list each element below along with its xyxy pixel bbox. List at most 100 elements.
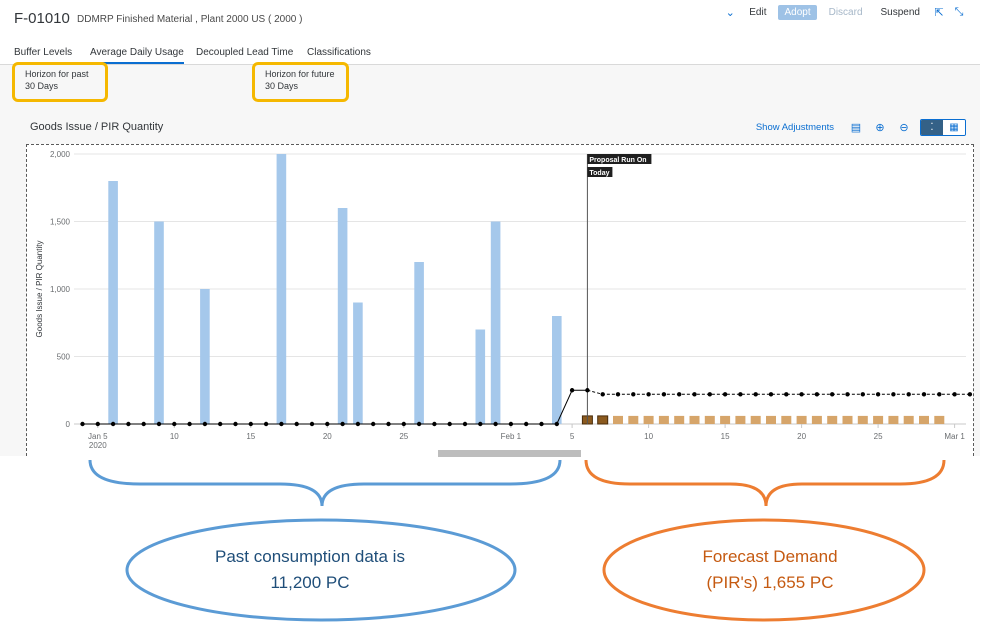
past-consumption-line2: 11,200 PC <box>270 573 350 592</box>
pir-bar <box>643 415 654 424</box>
adu-point <box>248 421 253 427</box>
exit-fullscreen-icon[interactable]: ⤡ <box>954 5 964 18</box>
forecast-demand-note: Forecast Demand (PIR's) 1,655 PC <box>620 544 920 596</box>
past-horizon-highlight <box>12 62 108 102</box>
edit-button[interactable]: Edit <box>749 6 767 18</box>
adu-point <box>554 421 559 427</box>
tab-bar: Buffer Levels Average Daily Usage Decoup… <box>0 40 980 65</box>
header-actions: ⌄ Edit Adopt Discard Suspend ⇱ ⤡ <box>723 4 966 20</box>
past-consumption-note: Past consumption data is 11,200 PC <box>160 544 460 596</box>
chart-title: Goods Issue / PIR Quantity <box>30 121 164 133</box>
pir-bar <box>796 415 807 424</box>
table-view-icon[interactable]: ▦ <box>943 119 965 135</box>
x-tick-label: 15 <box>721 432 730 441</box>
adu-point <box>814 392 820 397</box>
future-brace <box>584 459 946 507</box>
tab-buffer-levels[interactable]: Buffer Levels <box>14 47 73 58</box>
adu-point <box>600 392 605 397</box>
x-tick-label: Mar 1 <box>944 432 965 441</box>
x-tick-label: 25 <box>399 432 408 441</box>
suspend-button[interactable]: Suspend <box>880 6 920 18</box>
adu-point <box>493 421 498 427</box>
forecast-demand-line2: (PIR's) 1,655 PC <box>706 573 834 592</box>
pir-bar <box>827 415 838 424</box>
proposal-run-label-bg <box>587 154 652 164</box>
adu-point <box>386 421 391 427</box>
chart-toolbar: Show Adjustments ▤ ⊕ ⊖ ⁚ ▦ <box>756 118 966 136</box>
adu-point <box>875 392 881 397</box>
y-tick-label: 2,000 <box>50 150 71 159</box>
adu-point <box>830 392 835 397</box>
discard-button[interactable]: Discard <box>828 6 863 18</box>
share-icon[interactable]: ⇱ <box>934 6 944 19</box>
adu-point <box>539 421 544 427</box>
adu-point <box>156 421 162 427</box>
proposal-run-label: Proposal Run On <box>589 157 646 164</box>
adu-point <box>631 392 636 397</box>
adu-point <box>218 421 223 427</box>
adu-point <box>799 392 804 397</box>
tab-classifications[interactable]: Classifications <box>307 47 371 58</box>
show-adjustments-link[interactable]: Show Adjustments <box>755 121 834 133</box>
chart-view-icon[interactable]: ⁚ <box>921 119 943 135</box>
x-tick-sublabel: 2020 <box>89 441 107 450</box>
adu-point <box>462 421 468 427</box>
adu-point <box>309 421 315 427</box>
adu-point <box>921 392 927 397</box>
adu-point <box>416 421 422 427</box>
goods-issue-bar <box>353 302 363 424</box>
adu-point <box>738 392 743 397</box>
goods-issue-bar <box>552 316 562 424</box>
zoom-out-icon[interactable]: ⊖ <box>899 121 909 134</box>
adu-point <box>340 421 345 427</box>
adu-point <box>80 421 85 427</box>
tab-average-daily-usage[interactable]: Average Daily Usage <box>90 47 184 64</box>
adu-point <box>569 388 575 393</box>
pir-bar <box>597 415 609 425</box>
past-brace <box>88 459 562 507</box>
adu-point <box>401 421 406 427</box>
tab-decoupled-lead-time[interactable]: Decoupled Lead Time <box>196 47 294 58</box>
y-tick-label: 1,000 <box>50 285 71 294</box>
adu-point <box>753 392 758 397</box>
adu-point <box>692 392 697 397</box>
goods-issue-bar <box>337 208 348 424</box>
x-tick-label: 5 <box>570 432 575 441</box>
x-tick-label: 20 <box>323 432 332 441</box>
pir-bar <box>735 415 746 424</box>
adu-point <box>371 421 376 427</box>
adu-point <box>784 392 789 397</box>
x-tick-label: 25 <box>874 432 883 441</box>
adu-point <box>906 392 911 397</box>
adu-point <box>677 392 682 397</box>
adu-point <box>279 421 284 427</box>
pir-bar <box>811 415 822 424</box>
horizon-past: Horizon for past 30 Days <box>25 68 89 92</box>
zoom-in-icon[interactable]: ⊕ <box>875 121 885 134</box>
past-ellipse <box>125 518 517 622</box>
adu-point <box>768 392 774 397</box>
adu-point <box>845 392 850 397</box>
adu-point <box>661 392 667 397</box>
pir-bar <box>842 415 853 424</box>
goods-issue-bar <box>414 262 424 424</box>
adu-point <box>937 392 942 397</box>
pir-bar <box>919 415 929 424</box>
chevron-down-icon[interactable]: ⌄ <box>725 6 735 19</box>
chart-scrollbar[interactable] <box>438 450 581 457</box>
object-description: DDMRP Finished Material , Plant 2000 US … <box>77 14 303 25</box>
pir-bar <box>873 415 884 424</box>
adu-point <box>172 421 177 427</box>
y-tick-label: 500 <box>57 353 71 362</box>
adu-point <box>952 392 957 397</box>
horizon-past-value: 30 Days <box>25 81 59 91</box>
table-settings-icon[interactable]: ▤ <box>850 121 862 134</box>
adopt-button[interactable]: Adopt <box>778 4 817 20</box>
x-tick-label: 10 <box>170 432 179 441</box>
pir-bar <box>781 415 792 424</box>
goods-issue-bar <box>490 221 501 424</box>
pir-bar <box>720 415 731 424</box>
adu-point <box>95 421 101 427</box>
adu-point <box>967 392 973 397</box>
